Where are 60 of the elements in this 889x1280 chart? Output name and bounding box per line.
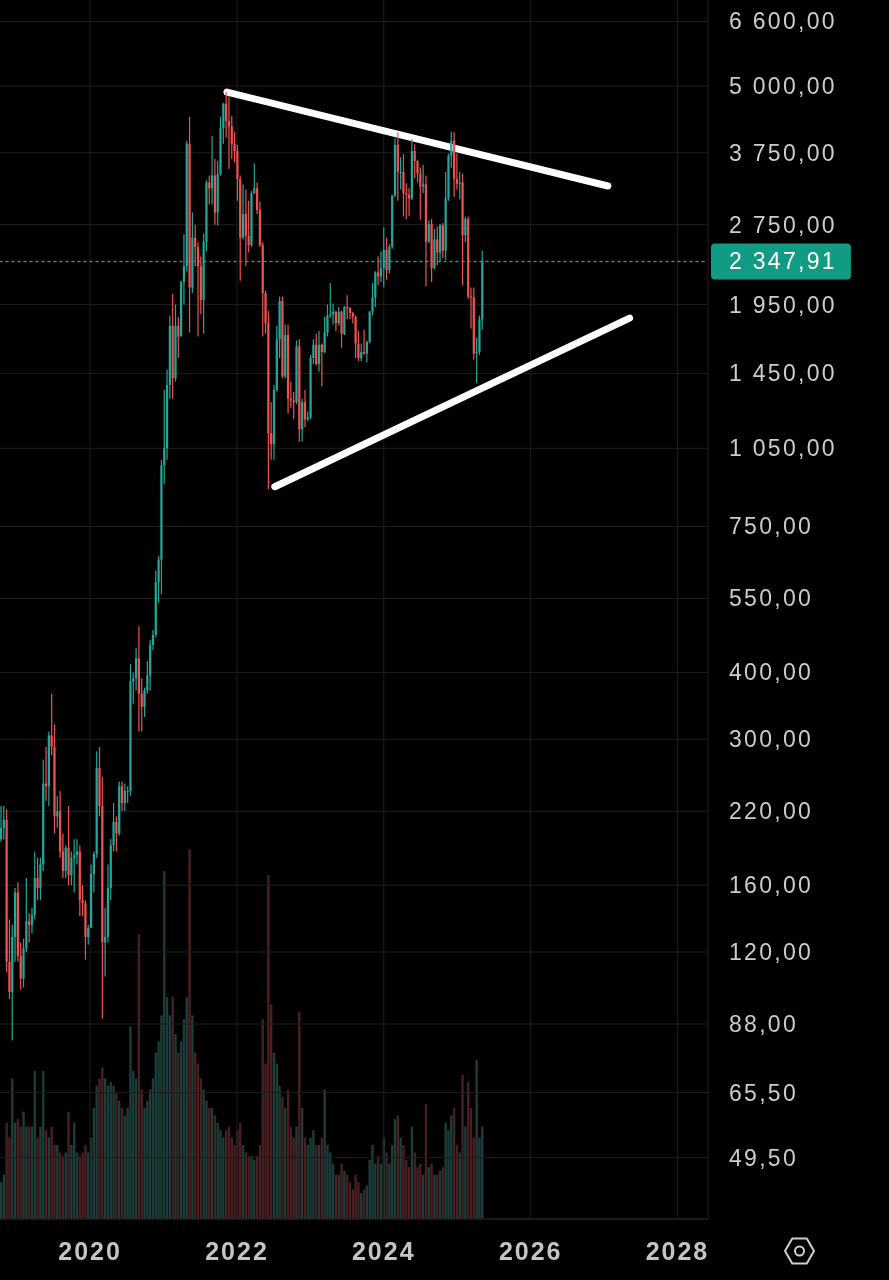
x-tick-label: 2026 <box>498 1237 563 1265</box>
y-tick-label: 2 750,00 <box>729 211 837 238</box>
bar <box>174 1034 177 1219</box>
bar <box>129 1026 132 1219</box>
bar <box>402 1145 405 1219</box>
y-tick-label: 3 750,00 <box>729 139 837 166</box>
bar <box>50 1126 53 1219</box>
y-tick-label: 160,00 <box>729 872 814 899</box>
y-tick-label: 65,50 <box>729 1079 799 1106</box>
y-tick-label: 88,00 <box>729 1011 799 1038</box>
bar <box>298 1011 301 1219</box>
y-tick-label: 1 450,00 <box>729 360 837 387</box>
y-tick-label: 550,00 <box>729 585 814 612</box>
bar <box>354 1174 357 1219</box>
bar <box>295 1126 298 1219</box>
candlestick <box>241 184 245 240</box>
y-tick-label: 1 050,00 <box>729 435 837 462</box>
x-tick-label: 2028 <box>645 1237 710 1265</box>
x-tick-label: 2022 <box>205 1237 269 1265</box>
x-tick-label: 2020 <box>58 1237 122 1265</box>
bar <box>177 1052 180 1219</box>
x-tick-label: 2024 <box>351 1237 416 1265</box>
y-tick-label: 49,50 <box>729 1144 799 1171</box>
bar <box>444 1122 447 1219</box>
candlestick <box>362 329 366 355</box>
y-tick-label: 6 600,00 <box>729 8 837 35</box>
bar <box>202 1089 205 1219</box>
y-tick-label: 5 000,00 <box>729 72 837 99</box>
bar <box>323 1089 326 1219</box>
y-tick-label: 1 950,00 <box>729 291 837 318</box>
bar <box>475 1059 478 1219</box>
bar <box>399 1137 402 1219</box>
bar <box>188 849 191 1219</box>
bar <box>340 1163 343 1219</box>
y-tick-label: 400,00 <box>729 659 814 686</box>
bar <box>461 1074 464 1219</box>
bar <box>36 1137 39 1219</box>
bar <box>191 1015 194 1219</box>
bar <box>5 1122 8 1219</box>
bar <box>385 1152 388 1219</box>
candlestick <box>44 747 48 801</box>
bar <box>343 1170 346 1219</box>
ref-line-label: 2 347,91 <box>729 248 837 275</box>
bar <box>281 1096 284 1219</box>
bar <box>22 1111 25 1219</box>
y-tick-label: 220,00 <box>729 798 814 825</box>
bar <box>267 874 270 1219</box>
bar <box>312 1130 315 1219</box>
y-tick-label: 750,00 <box>729 513 814 540</box>
bar <box>115 1093 118 1219</box>
bar <box>464 1126 467 1219</box>
bar <box>67 1111 70 1219</box>
y-tick-label: 300,00 <box>729 726 814 753</box>
bar <box>419 1163 422 1219</box>
y-tick-label: 120,00 <box>729 938 814 965</box>
bar <box>84 1145 87 1219</box>
bar <box>430 1163 433 1219</box>
bar <box>171 997 174 1219</box>
bar <box>95 1085 98 1219</box>
bar <box>101 1067 104 1219</box>
